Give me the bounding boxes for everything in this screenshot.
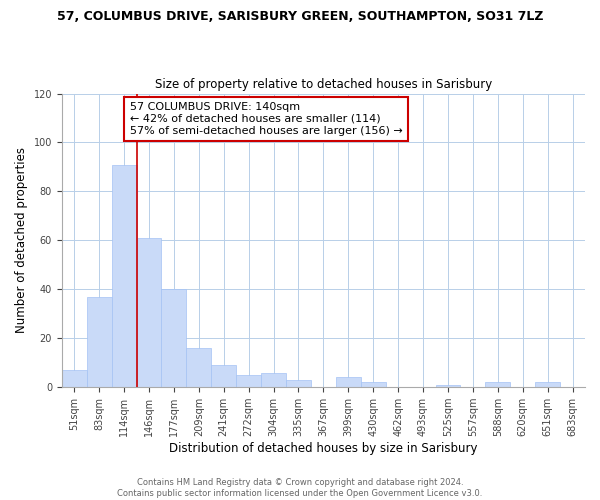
- Bar: [485, 382, 510, 387]
- Text: 57, COLUMBUS DRIVE, SARISBURY GREEN, SOUTHAMPTON, SO31 7LZ: 57, COLUMBUS DRIVE, SARISBURY GREEN, SOU…: [57, 10, 543, 23]
- Bar: [361, 382, 386, 387]
- Y-axis label: Number of detached properties: Number of detached properties: [15, 148, 28, 334]
- Bar: [286, 380, 311, 387]
- Bar: [187, 348, 211, 387]
- Bar: [112, 164, 137, 387]
- Bar: [261, 372, 286, 387]
- Bar: [436, 385, 460, 387]
- Text: Contains HM Land Registry data © Crown copyright and database right 2024.
Contai: Contains HM Land Registry data © Crown c…: [118, 478, 482, 498]
- Text: 57 COLUMBUS DRIVE: 140sqm
← 42% of detached houses are smaller (114)
57% of semi: 57 COLUMBUS DRIVE: 140sqm ← 42% of detac…: [130, 102, 403, 136]
- Bar: [62, 370, 86, 387]
- X-axis label: Distribution of detached houses by size in Sarisbury: Distribution of detached houses by size …: [169, 442, 478, 455]
- Title: Size of property relative to detached houses in Sarisbury: Size of property relative to detached ho…: [155, 78, 492, 91]
- Bar: [535, 382, 560, 387]
- Bar: [137, 238, 161, 387]
- Bar: [236, 375, 261, 387]
- Bar: [336, 378, 361, 387]
- Bar: [86, 296, 112, 387]
- Bar: [211, 365, 236, 387]
- Bar: [161, 290, 187, 387]
